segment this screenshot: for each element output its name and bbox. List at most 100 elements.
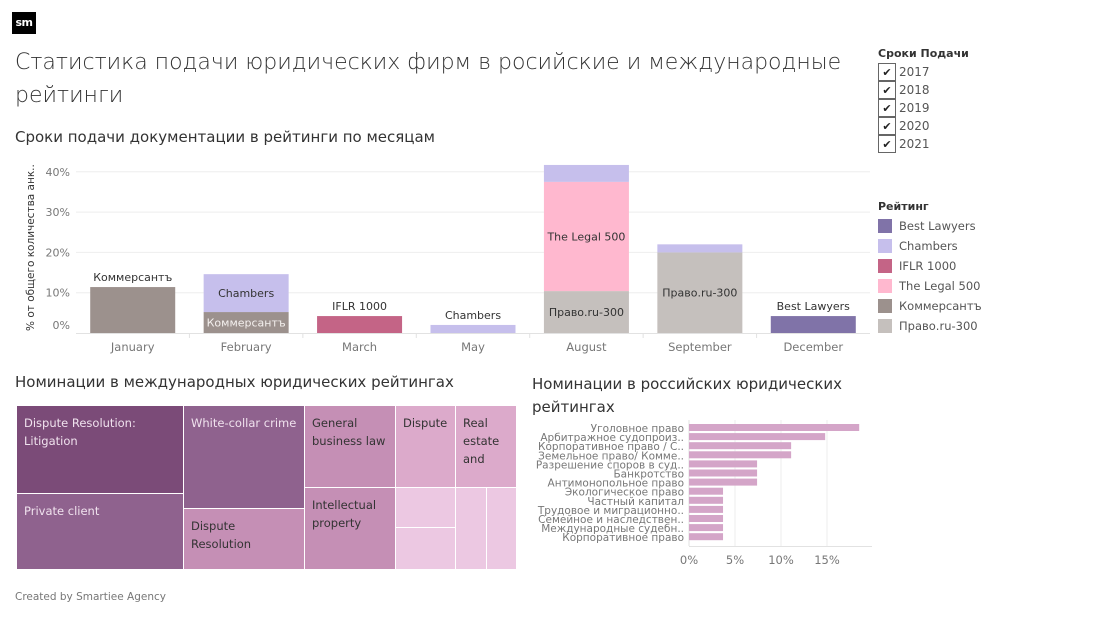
category-label: Антимонопольное право: [548, 478, 684, 490]
bar-segment-february-chambers[interactable]: [203, 274, 289, 313]
category-label: Трудовое и миграционно..: [537, 505, 684, 517]
dashboard-title: Статистика подачи юридических фирм в рос…: [15, 50, 842, 108]
category-label: Корпоративное право / С..: [538, 441, 684, 453]
treemap-cell-dispute-resolution-litigation[interactable]: Dispute Resolution: Litigation: [17, 406, 183, 493]
bar-арбитражное-судопроиз[interactable]: [689, 433, 826, 441]
treemap-cell-general-business-law[interactable]: General business law: [305, 406, 395, 487]
bar-annotation: Chambers: [445, 309, 501, 322]
legend-item[interactable]: IFLR 1000: [878, 256, 1078, 276]
bar-частный-капитал[interactable]: [689, 496, 724, 504]
x-tick-label: August: [566, 340, 607, 354]
treemap-cell-dispute-resolution[interactable]: Dispute Resolution: [184, 509, 304, 569]
bar-антимонопольное-право[interactable]: [689, 478, 758, 486]
bar-банкротство[interactable]: [689, 469, 758, 477]
legend-item[interactable]: Best Lawyers: [878, 216, 1078, 236]
bar-segment-may-chambers[interactable]: [430, 324, 516, 333]
bar-segment-january-коммерсантъ[interactable]: [90, 287, 176, 333]
y-tick-label: 10%: [46, 287, 70, 300]
year-filter-item-2017[interactable]: ✔ 2017: [878, 63, 1078, 81]
treemap-cell[interactable]: [487, 488, 516, 569]
treemap-cell-real-estate-and[interactable]: Real estate and: [456, 406, 516, 487]
monthly-chart-title: Сроки подачи документации в рейтинги по …: [15, 128, 435, 146]
x-tick-label: 0%: [680, 553, 698, 567]
bar-трудовое-и-миграционно[interactable]: [689, 505, 724, 513]
bar-корпоративное-право[interactable]: [689, 533, 724, 541]
checkbox-checked-icon[interactable]: ✔: [878, 117, 896, 135]
rating-legend: Рейтинг Best Lawyers Chambers IFLR 1000 The…: [878, 200, 1078, 336]
bar-segment-august-the-legal-500[interactable]: [543, 181, 629, 292]
treemap-cell-private-client[interactable]: Private client: [17, 494, 183, 569]
bar-экологическое-право[interactable]: [689, 487, 724, 495]
bar-segment-december-best-lawyers[interactable]: [770, 316, 856, 333]
legend-item[interactable]: Chambers: [878, 236, 1078, 256]
legend-label: The Legal 500: [899, 279, 981, 293]
bar-segment-august-chambers[interactable]: [543, 164, 629, 182]
treemap-cell-label: Dispute Resolution: Litigation: [24, 416, 136, 448]
treemap-cell[interactable]: [396, 488, 455, 527]
category-label: Земельное право/ Комме..: [538, 450, 684, 462]
bar-annotation: Право.ru-300: [549, 306, 624, 319]
x-tick-label: January: [110, 340, 155, 354]
bar-segment-september-chambers[interactable]: [657, 244, 743, 253]
bar-корпоративное-право-с[interactable]: [689, 442, 792, 450]
y-axis-title: % от общего количества анк..: [25, 164, 37, 331]
treemap-cell-intellectual-property[interactable]: Intellectual property: [305, 488, 395, 569]
year-filter-item-2020[interactable]: ✔ 2020: [878, 117, 1078, 135]
year-filter-label: 2020: [899, 119, 930, 133]
x-tick-label: May: [461, 340, 485, 354]
x-tick-label: 15%: [814, 553, 840, 567]
x-tick-label: 10%: [768, 553, 794, 567]
bar-segment-february-коммерсантъ[interactable]: [203, 312, 289, 333]
year-filter: Сроки Подачи ✔ 2017 ✔ 2018 ✔ 2019 ✔ 2020 ✔ 2021: [878, 47, 1078, 153]
year-filter-item-2019[interactable]: ✔ 2019: [878, 99, 1078, 117]
treemap-cell-dispute[interactable]: Dispute: [396, 406, 455, 487]
bar-уголовное-право[interactable]: [689, 424, 860, 431]
bar-международные-судебн[interactable]: [689, 524, 724, 532]
legend-label: Коммерсантъ: [899, 299, 982, 313]
x-tick-label: February: [221, 340, 272, 354]
treemap-cell-label: White-collar crime: [191, 416, 297, 430]
y-tick-label: 30%: [46, 206, 70, 219]
y-tick-label: 0%: [53, 319, 70, 332]
treemap-cell[interactable]: [396, 528, 455, 569]
checkbox-checked-icon[interactable]: ✔: [878, 135, 896, 153]
x-tick-label: December: [783, 340, 843, 354]
treemap-cell-label: Intellectual property: [312, 498, 377, 530]
checkbox-checked-icon[interactable]: ✔: [878, 63, 896, 81]
legend-swatch: [878, 279, 892, 293]
bar-annotation: IFLR 1000: [332, 300, 387, 313]
footer-credit: Created by Smartiee Agency: [15, 591, 166, 603]
monthly-stacked-bar-chart: 0% 10% 20% 30% 40% % от общего количества анк…: [25, 164, 870, 354]
russian-chart-title: Номинации в российских юридических рейти…: [532, 375, 843, 416]
bar-annotation: Best Lawyers: [777, 300, 851, 313]
legend-item[interactable]: Право.ru-300: [878, 316, 1078, 336]
treemap-cell-white-collar-crime[interactable]: White-collar crime: [184, 406, 304, 508]
category-label: Уголовное право: [591, 423, 684, 435]
treemap-cell-label: Private client: [24, 504, 100, 518]
bar-земельное-право-комме[interactable]: [689, 451, 792, 459]
legend-swatch: [878, 319, 892, 333]
bar-segment-september-право-ru-300[interactable]: [657, 252, 743, 333]
category-label: Международные судебн..: [541, 523, 684, 535]
category-label: Частный капитал: [587, 496, 684, 508]
bar-семейное-и-наследствен[interactable]: [689, 515, 724, 522]
bar-разрешение-споров-в-суд[interactable]: [689, 460, 758, 468]
year-filter-title: Сроки Подачи: [878, 47, 969, 60]
category-label: Арбитражное судопроиз..: [540, 432, 684, 444]
bar-segment-march-iflr-1000[interactable]: [317, 316, 403, 333]
year-filter-item-2018[interactable]: ✔ 2018: [878, 81, 1078, 99]
checkbox-checked-icon[interactable]: ✔: [878, 99, 896, 117]
legend-swatch: [878, 239, 892, 253]
bar-annotation: Право.ru-300: [662, 287, 737, 300]
legend-swatch: [878, 219, 892, 233]
year-filter-item-2021[interactable]: ✔ 2021: [878, 135, 1078, 153]
legend-swatch: [878, 259, 892, 273]
legend-label: Best Lawyers: [899, 219, 976, 233]
treemap-cell-label: Real estate and: [463, 416, 500, 466]
legend-item[interactable]: The Legal 500: [878, 276, 1078, 296]
checkbox-checked-icon[interactable]: ✔: [878, 81, 896, 99]
bar-segment-august-право-ru-300[interactable]: [543, 291, 629, 333]
treemap-cell[interactable]: [456, 488, 486, 569]
category-label: Банкротство: [613, 469, 684, 481]
legend-item[interactable]: Коммерсантъ: [878, 296, 1078, 316]
